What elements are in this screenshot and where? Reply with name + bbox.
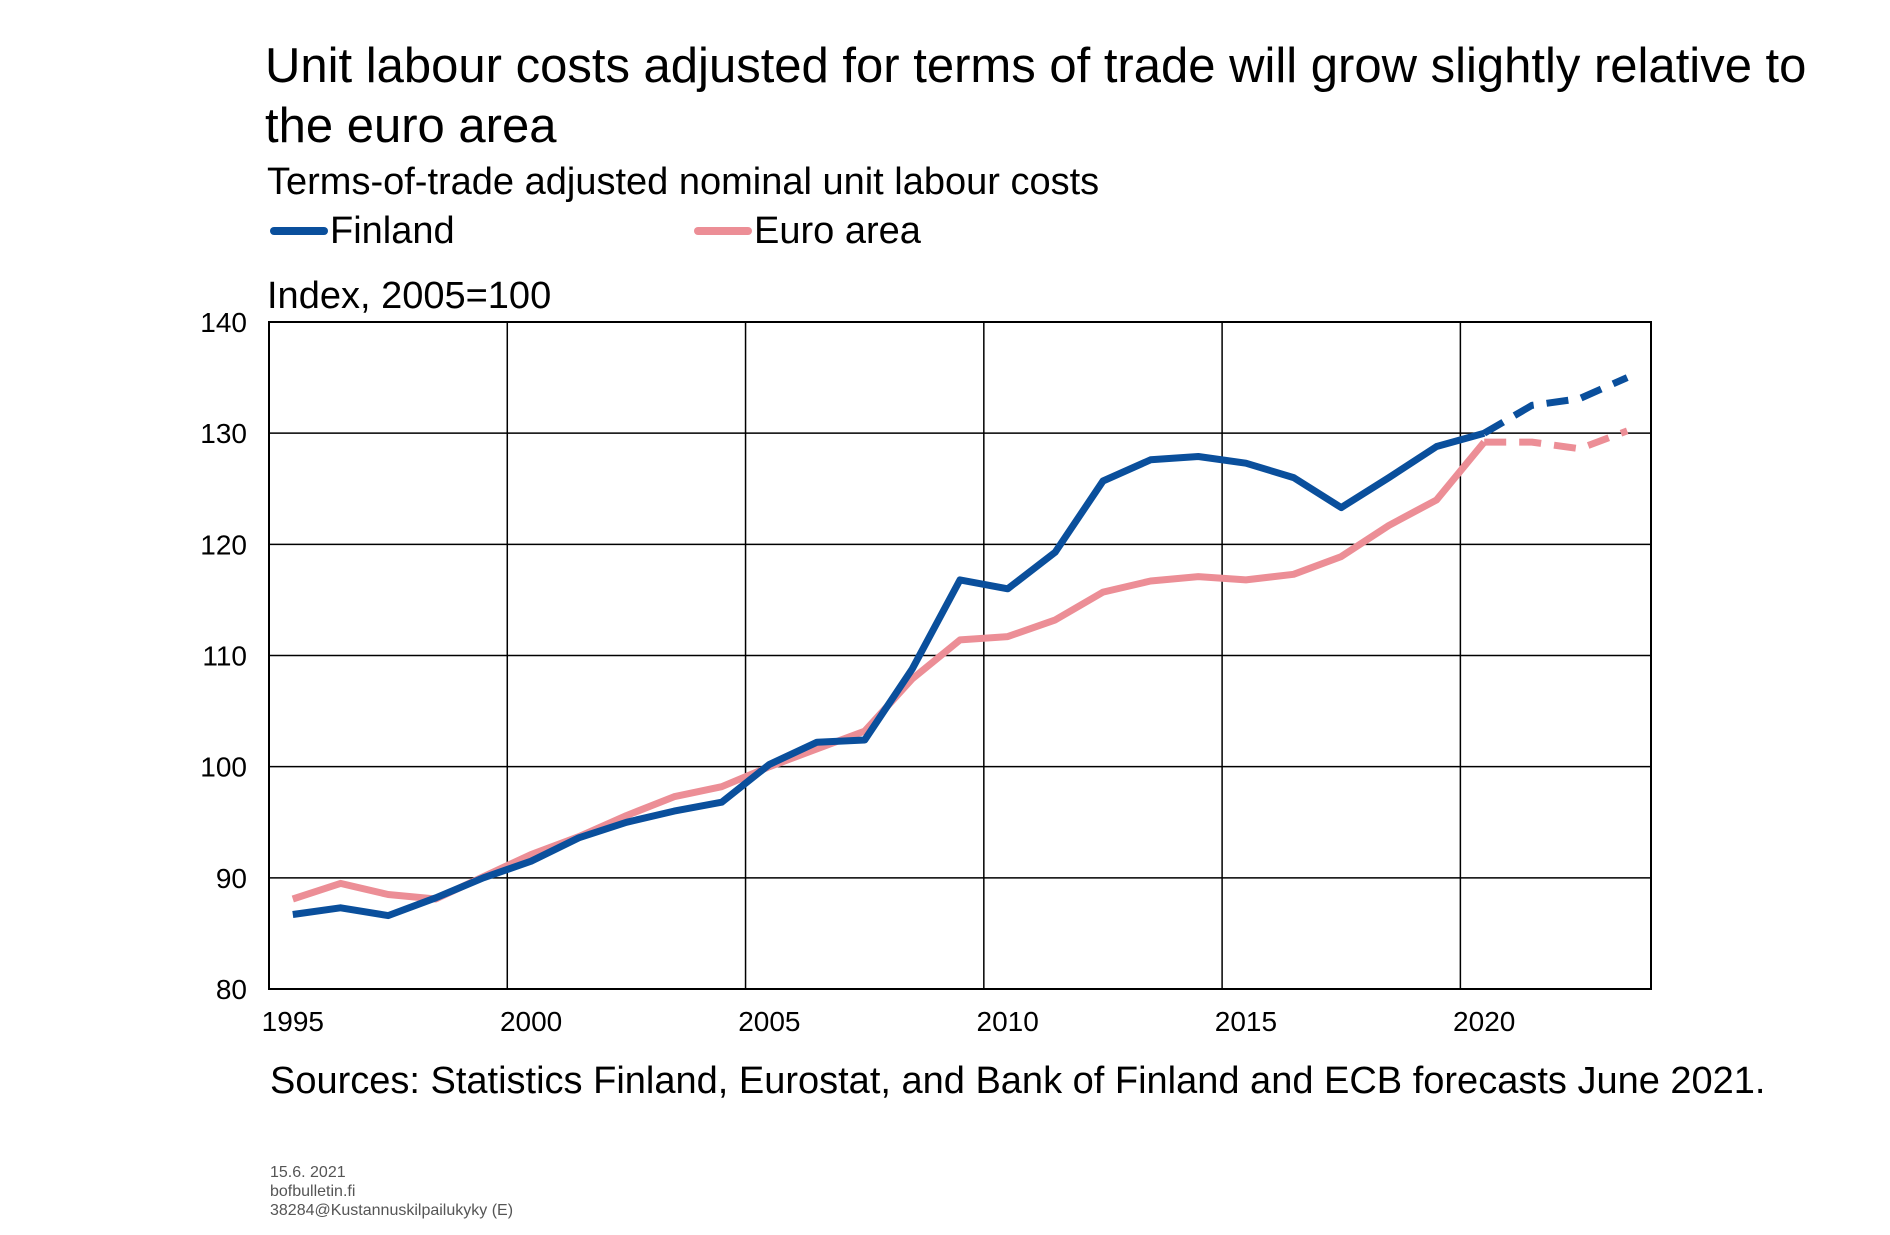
x-tick-label-2000: 2000 <box>500 1006 562 1037</box>
y-tick-label-100: 100 <box>200 752 247 783</box>
legend-label-finland: Finland <box>330 210 455 252</box>
footer: 15.6. 2021 bofbulletin.fi 38284@Kustannu… <box>270 1163 513 1220</box>
legend-swatch-euro-area <box>694 227 752 235</box>
y-axis-unit-label: Index, 2005=100 <box>267 275 552 317</box>
legend-item-finland: Finland <box>270 208 455 254</box>
x-tick-label-2015: 2015 <box>1215 1006 1277 1037</box>
sources-note: Sources: Statistics Finland, Eurostat, a… <box>270 1060 1766 1102</box>
y-tick-label-120: 120 <box>200 529 247 560</box>
x-tick-label-1995: 1995 <box>262 1006 324 1037</box>
y-tick-label-90: 90 <box>216 863 247 894</box>
footer-date: 15.6. 2021 <box>270 1164 346 1181</box>
footer-site: bofbulletin.fi <box>270 1183 356 1200</box>
footer-code: 38284@Kustannuskilpailukyky (E) <box>270 1202 514 1219</box>
legend-item-euro-area: Euro area <box>694 208 921 254</box>
series-forecast-line-finland <box>1482 374 1629 437</box>
plot-area-frame <box>268 321 1652 990</box>
x-tick-label-2010: 2010 <box>977 1006 1039 1037</box>
chart-title: Unit labour costs adjusted for terms of … <box>265 39 1807 153</box>
y-tick-label-130: 130 <box>200 418 247 449</box>
series-line-euro-area <box>291 439 1487 903</box>
y-tick-label-140: 140 <box>200 307 247 338</box>
y-tick-label-80: 80 <box>216 974 247 1005</box>
x-tick-label-2020: 2020 <box>1453 1006 1515 1037</box>
legend-label-euro-area: Euro area <box>754 210 921 252</box>
y-tick-label-110: 110 <box>202 641 247 672</box>
legend-swatch-finland <box>270 227 328 235</box>
series-forecast-line-euro-area <box>1484 427 1629 453</box>
x-tick-label-2005: 2005 <box>738 1006 800 1037</box>
chart-subtitle: Terms-of-trade adjusted nominal unit lab… <box>267 161 1100 203</box>
series-line-finland <box>292 429 1486 920</box>
